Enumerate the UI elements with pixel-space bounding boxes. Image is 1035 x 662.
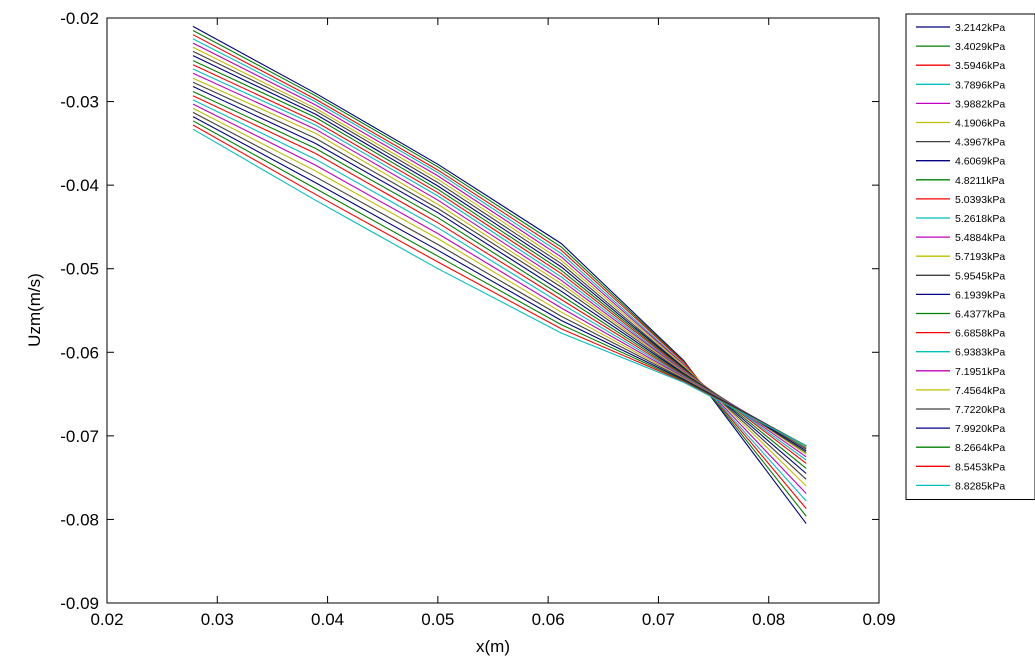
x-tick-label: 0.07 — [642, 610, 675, 629]
series-line-22 — [192, 116, 807, 447]
y-tick-label: -0.02 — [60, 9, 99, 28]
legend-label: 6.6858kPa — [955, 328, 1005, 340]
legend-label: 6.1939kPa — [955, 289, 1005, 301]
x-axis-label: x(m) — [476, 637, 510, 656]
y-tick-label: -0.03 — [60, 93, 99, 112]
legend-label: 6.9383kPa — [955, 347, 1005, 359]
y-tick-label: -0.08 — [60, 510, 99, 529]
y-tick-label: -0.05 — [60, 260, 99, 279]
y-tick-label: -0.06 — [60, 343, 99, 362]
legend-label: 4.6069kPa — [955, 156, 1005, 168]
series-line-25 — [192, 128, 807, 447]
legend-label: 7.9920kPa — [955, 423, 1005, 435]
plot-frame — [106, 17, 880, 604]
x-tick-label: 0.08 — [752, 610, 785, 629]
legend-label: 3.4029kPa — [955, 41, 1005, 53]
legend-label: 5.7193kPa — [955, 251, 1005, 263]
x-tick-label: 0.03 — [201, 610, 234, 629]
legend-label: 3.9882kPa — [955, 98, 1005, 110]
y-axis-label: Uzm(m/s) — [25, 273, 44, 347]
series-layer — [192, 25, 807, 524]
x-axis: 0.02 0.03 0.04 0.05 0.06 0.07 0.08 0.09 — [90, 18, 896, 629]
legend-label: 4.1906kPa — [955, 118, 1005, 130]
x-tick-label: 0.05 — [421, 610, 454, 629]
legend-label: 8.5453kPa — [955, 461, 1005, 473]
legend-label: 5.0393kPa — [955, 194, 1005, 206]
series-line-23 — [192, 120, 807, 447]
legend-label: 4.8211kPa — [955, 175, 1005, 187]
legend-label: 7.4564kPa — [955, 385, 1005, 397]
x-tick-label: 0.06 — [532, 610, 565, 629]
series-line-24 — [192, 124, 807, 447]
y-tick-label: -0.04 — [60, 176, 99, 195]
legend-label: 4.3967kPa — [955, 137, 1005, 149]
x-tick-label: 0.09 — [862, 610, 895, 629]
legend-label: 5.2618kPa — [955, 213, 1005, 225]
y-tick-label: -0.07 — [60, 427, 99, 446]
y-tick-label: -0.09 — [60, 594, 99, 613]
legend-label: 8.2664kPa — [955, 442, 1005, 454]
x-tick-label: 0.04 — [311, 610, 344, 629]
legend-label: 7.1951kPa — [955, 366, 1005, 378]
legend-label: 6.4377kPa — [955, 309, 1005, 321]
series-line-21 — [192, 111, 807, 447]
legend-label: 5.4884kPa — [955, 232, 1005, 244]
legend-label: 3.2142kPa — [955, 22, 1005, 34]
legend-label: 5.9545kPa — [955, 270, 1005, 282]
legend-label: 7.7220kPa — [955, 404, 1005, 416]
legend: 3.2142kPa 3.4029kPa 3.5946kPa 3.7896kPa 3.98… — [905, 13, 1035, 500]
series-line-19 — [192, 103, 807, 448]
legend-label: 3.5946kPa — [955, 60, 1005, 72]
x-tick-label: 0.02 — [90, 610, 123, 629]
legend-label: 3.7896kPa — [955, 79, 1005, 91]
y-axis: -0.02 -0.03 -0.04 -0.05 -0.06 -0.07 -0.08 -0.09 — [60, 9, 879, 613]
legend-label: 8.8285kPa — [955, 480, 1005, 492]
